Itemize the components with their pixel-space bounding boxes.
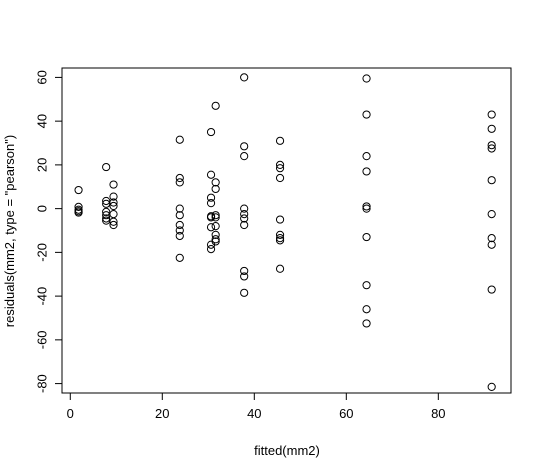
data-point	[275, 173, 285, 183]
data-point	[362, 204, 371, 213]
x-tick-label: 20	[155, 406, 169, 421]
y-tick-label: 0	[35, 205, 50, 212]
data-point	[275, 236, 285, 245]
data-point	[206, 213, 216, 222]
data-point	[240, 288, 249, 297]
data-point	[240, 209, 249, 219]
data-point	[102, 162, 111, 172]
data-point	[175, 204, 184, 213]
data-point	[175, 253, 184, 262]
data-point	[487, 110, 496, 119]
data-point	[362, 281, 371, 290]
data-point	[211, 222, 220, 231]
data-point	[275, 164, 285, 173]
data-point	[175, 231, 184, 241]
data-point	[206, 193, 216, 202]
data-point	[240, 73, 249, 82]
data-point	[487, 141, 496, 150]
data-point	[175, 178, 184, 187]
data-point	[487, 240, 496, 249]
x-tick-label: 0	[67, 406, 74, 421]
data-point	[240, 152, 249, 161]
data-point	[362, 232, 371, 242]
data-point	[74, 208, 83, 217]
data-point	[240, 214, 249, 223]
data-point	[487, 382, 496, 391]
data-point	[275, 234, 285, 243]
y-tick-label: 20	[35, 158, 50, 172]
data-point	[240, 204, 249, 213]
data-point	[206, 127, 216, 137]
data-point	[362, 167, 371, 176]
data-point	[206, 170, 216, 179]
data-point	[487, 124, 496, 133]
points-layer	[74, 73, 496, 391]
data-point	[487, 144, 496, 153]
x-axis-label: fitted(mm2)	[254, 443, 320, 458]
data-point	[487, 285, 496, 294]
data-point	[211, 213, 220, 222]
data-point	[275, 230, 285, 239]
data-point	[275, 264, 285, 273]
data-point	[206, 244, 216, 254]
data-point	[211, 237, 220, 246]
y-tick-label: -60	[35, 330, 50, 349]
data-point	[102, 207, 111, 217]
plot-frame	[61, 67, 512, 394]
data-point	[175, 211, 184, 220]
data-point	[109, 192, 118, 201]
data-point	[240, 266, 249, 276]
data-point	[109, 220, 118, 230]
y-tick-label: 60	[35, 70, 50, 84]
data-point	[211, 230, 220, 239]
data-point	[275, 215, 285, 224]
data-point	[74, 185, 83, 195]
x-axis: 0 20 40 60 80	[67, 392, 446, 421]
data-point	[175, 226, 184, 235]
data-point	[362, 110, 371, 119]
data-point	[362, 319, 371, 328]
data-point	[240, 272, 249, 281]
data-point	[211, 178, 220, 187]
data-point	[487, 209, 496, 219]
data-point	[74, 202, 83, 211]
x-tick-label: 80	[431, 406, 445, 421]
data-point	[175, 135, 184, 144]
data-point	[362, 152, 371, 161]
data-point	[206, 223, 216, 232]
data-point	[211, 101, 220, 110]
data-point	[211, 235, 220, 244]
data-point	[362, 305, 371, 314]
y-tick-label: -20	[35, 243, 50, 262]
data-point	[211, 184, 220, 194]
data-point	[275, 136, 285, 145]
data-point	[362, 202, 371, 211]
data-point	[206, 199, 216, 208]
data-point	[240, 142, 249, 151]
data-point	[102, 214, 111, 223]
data-point	[175, 220, 184, 230]
data-point	[240, 220, 249, 230]
data-point	[109, 198, 118, 207]
x-tick-label: 60	[339, 406, 353, 421]
data-point	[487, 234, 496, 243]
data-point	[109, 180, 118, 189]
y-axis-label: residuals(mm2, type = "pearson")	[2, 135, 17, 327]
data-point	[362, 74, 371, 83]
data-point	[109, 217, 118, 226]
data-point	[211, 211, 220, 220]
y-tick-label: 40	[35, 114, 50, 128]
data-point	[109, 209, 118, 219]
y-tick-label: -40	[35, 287, 50, 306]
x-tick-label: 40	[247, 406, 261, 421]
data-point	[175, 173, 184, 183]
data-point	[109, 201, 118, 211]
data-point	[275, 160, 285, 169]
y-tick-label: -80	[35, 374, 50, 393]
y-axis: -80 -60 -40 -20 0 20 40 60	[35, 70, 63, 393]
data-point	[487, 176, 496, 185]
